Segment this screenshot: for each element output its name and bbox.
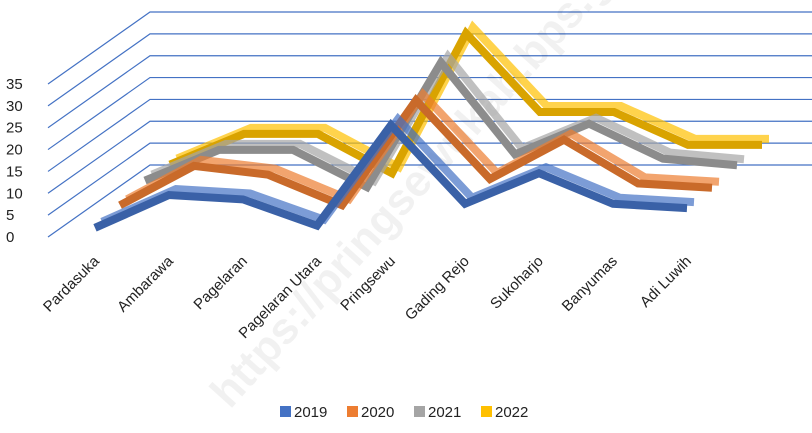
legend-label: 2021 bbox=[428, 404, 461, 421]
y-tick-label: 25 bbox=[6, 120, 23, 137]
legend-label: 2022 bbox=[495, 404, 528, 421]
legend-swatch bbox=[280, 406, 291, 417]
series-line bbox=[93, 118, 688, 232]
series-ribbon bbox=[93, 112, 695, 232]
series-depth bbox=[150, 49, 745, 187]
legend-swatch bbox=[414, 406, 425, 417]
x-tick-label: Adi Luwih bbox=[637, 253, 695, 311]
x-tick-label: Pardasuka bbox=[40, 252, 103, 315]
series-line bbox=[168, 26, 762, 179]
grid-line bbox=[47, 76, 812, 151]
grid-line bbox=[47, 11, 812, 85]
y-tick-label: 0 bbox=[6, 229, 14, 246]
series-depth bbox=[100, 112, 695, 226]
y-tick-label: 15 bbox=[6, 163, 23, 180]
y-tick-label: 10 bbox=[6, 185, 23, 202]
x-tick-label: Sukoharjo bbox=[487, 253, 547, 313]
series-ribbon bbox=[168, 20, 769, 179]
legend-swatch bbox=[481, 406, 492, 417]
y-tick-label: 35 bbox=[6, 76, 23, 93]
x-tick-label: Gading Rejo bbox=[402, 253, 473, 324]
grid-line bbox=[47, 55, 812, 129]
grid-line bbox=[47, 33, 812, 107]
y-tick-label: 30 bbox=[6, 98, 23, 115]
x-tick-label: Banyumas bbox=[559, 253, 621, 315]
grid-line bbox=[47, 164, 812, 238]
series-depth bbox=[125, 88, 720, 205]
grid-line bbox=[47, 98, 812, 172]
legend-label: 2019 bbox=[294, 404, 327, 421]
series-depth bbox=[175, 20, 769, 173]
y-tick-label: 20 bbox=[6, 142, 23, 159]
series-ribbon bbox=[143, 49, 745, 193]
legend-label: 2020 bbox=[361, 404, 394, 421]
legend-swatch bbox=[347, 406, 358, 417]
x-tick-label: Ambarawa bbox=[114, 252, 177, 315]
series-line bbox=[118, 94, 713, 211]
series-ribbon bbox=[118, 88, 720, 211]
y-tick-label: 5 bbox=[6, 207, 14, 224]
series-line bbox=[143, 55, 738, 193]
x-tick-label: Pagelaran bbox=[190, 253, 250, 313]
